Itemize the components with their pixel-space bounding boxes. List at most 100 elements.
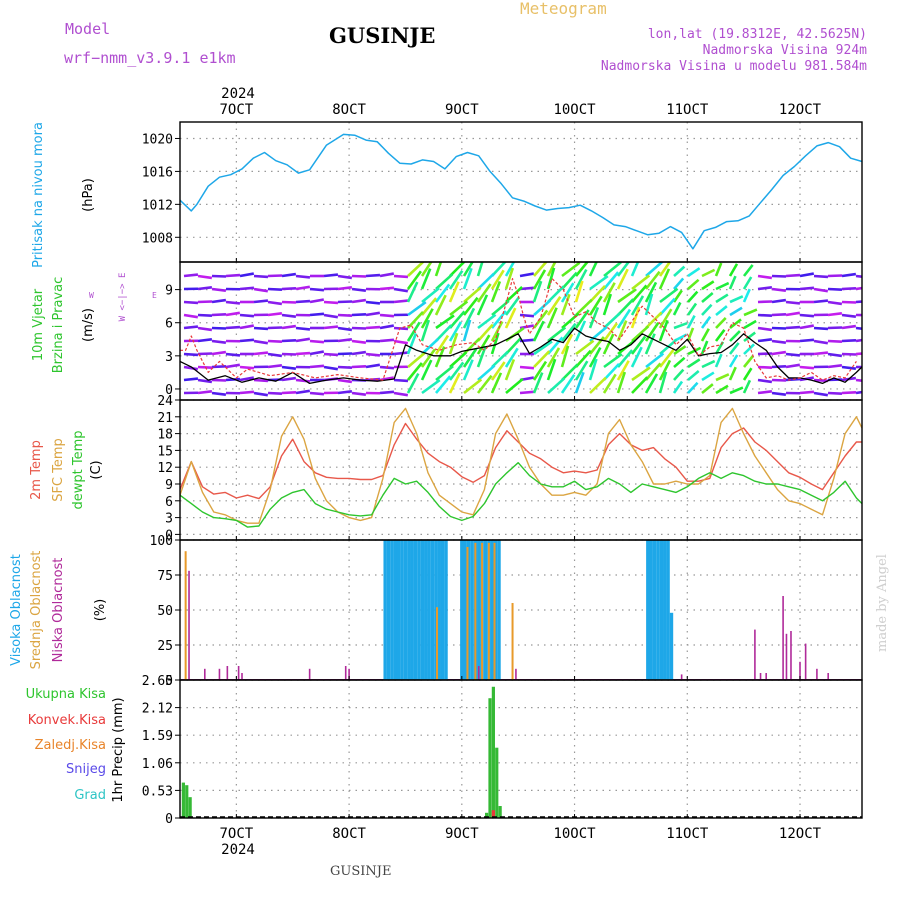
- wind-arrow: [757, 313, 773, 318]
- wind-arrow: [295, 389, 311, 395]
- wind-gust-line: [180, 278, 857, 381]
- wind-arrow: [504, 358, 516, 381]
- wind-arrow: [841, 313, 857, 318]
- wind-arrow: [841, 365, 857, 370]
- wind-arrow: [630, 262, 640, 277]
- wind-arrow: [504, 262, 516, 277]
- wind-arrow: [631, 366, 651, 382]
- wind-arrow: [421, 297, 438, 316]
- wind-arrow: [420, 308, 434, 329]
- wind-arrow: [532, 372, 544, 394]
- wind-arrow: [631, 376, 649, 394]
- wind-arrow: [365, 363, 381, 369]
- high-cloud-bar: [659, 540, 664, 680]
- wind-arrow: [435, 273, 454, 290]
- wind-arrow: [477, 272, 495, 290]
- wind-arrow: [295, 299, 311, 304]
- wind-arrow: [309, 391, 325, 396]
- wind-arrow: [435, 365, 454, 382]
- wind-arrow: [855, 326, 862, 330]
- wind-arrow: [588, 295, 603, 316]
- temp-unit: (C): [89, 460, 104, 479]
- high-cloud-bar: [437, 540, 441, 680]
- wind-arrow: [421, 379, 441, 395]
- wind-arrow: [546, 358, 557, 381]
- wind-arrow: [449, 262, 466, 277]
- wind-arrow: [239, 365, 255, 370]
- wind-arrow: [505, 286, 523, 303]
- wind-arrow: [337, 274, 353, 280]
- wind-arrow: [855, 338, 862, 343]
- pressure-panel-labels: Pritisak na nivou mora (hPa): [31, 122, 96, 268]
- wind-ytick-label: 3: [165, 350, 173, 365]
- wind-arrow: [197, 378, 213, 384]
- precipitation-panel: 0 0.53 1.06 1.59 2.12 2.65: [142, 674, 862, 827]
- wind-arrow: [239, 272, 255, 278]
- wind-arrow: [714, 262, 723, 277]
- wind-arrow: [659, 297, 676, 316]
- wind-arrow: [225, 311, 241, 317]
- high-cloud-bar: [463, 540, 467, 680]
- temperature-ytick-label: 6: [165, 495, 173, 510]
- wind-arrow: [785, 325, 801, 330]
- wind-arrow: [687, 290, 699, 303]
- precip-panel-labels: Ukupna Kisa Konvek.Kisa Zaledj.Kisa Snij…: [26, 687, 126, 803]
- wind-arrow: [351, 339, 367, 344]
- wind-arrow: [365, 352, 381, 357]
- low-cloud-bar: [804, 643, 807, 680]
- wind-arrow-field: [183, 262, 862, 397]
- dew-series-line: [179, 462, 863, 528]
- low-cloud-bar: [680, 674, 683, 680]
- wind-arrow: [519, 390, 535, 395]
- wind-arrow: [575, 298, 593, 316]
- wind-arrow: [393, 378, 409, 383]
- wind-arrow: [672, 301, 682, 316]
- wind-ytick-label: 6: [165, 317, 173, 332]
- wind-arrow: [281, 390, 297, 395]
- wind-arrow: [603, 312, 621, 329]
- high-cloud-bar: [483, 540, 488, 680]
- wind-arrow: [211, 391, 227, 396]
- wind-arrow: [560, 333, 574, 355]
- wind-arrow: [701, 303, 713, 316]
- wind-arrow: [449, 300, 469, 317]
- pressure-ytick-label: 1020: [142, 132, 173, 147]
- wind-arrow: [728, 275, 737, 290]
- low-cloud-bar: [348, 668, 350, 680]
- wind-arrow: [267, 364, 283, 369]
- wind-arrow: [379, 272, 395, 278]
- wind-arrow: [617, 298, 635, 316]
- precipitation-ytick-label: 0: [165, 812, 173, 827]
- wind-arrow: [225, 300, 241, 305]
- wind-arrow: [407, 351, 426, 368]
- wind-arrow: [434, 283, 451, 303]
- wind-arrow: [337, 378, 353, 384]
- mid-cloud-bar: [487, 542, 490, 680]
- legend-graupel: Grad: [74, 788, 106, 803]
- precipitation-ytick-label: 0.53: [142, 784, 173, 799]
- bottom-day-label: 7OCT: [220, 826, 254, 842]
- wind-arrow: [742, 355, 754, 368]
- wind-arrow: [183, 365, 199, 371]
- wind-arrow: [686, 327, 695, 342]
- wind-arrow: [337, 326, 353, 332]
- wind-arrow: [211, 312, 227, 317]
- wind-arrow: [281, 338, 297, 343]
- high-cloud-label: Visoka Oblacnost: [9, 554, 24, 666]
- wind-arrow: [855, 378, 862, 382]
- wind-arrow: [630, 346, 643, 368]
- wind-arrow: [533, 340, 553, 356]
- wind-arrow: [323, 313, 339, 319]
- compass-east: E: [152, 291, 157, 300]
- wind-arrow: [616, 262, 631, 277]
- wind-arrow: [855, 274, 862, 278]
- cloud-panel: 0 25 50 75 100: [150, 534, 862, 689]
- high-cloud-bar: [649, 540, 653, 680]
- wind-arrow: [644, 293, 654, 316]
- lonlat-label: lon,lat (19.8312E, 42.5625N): [648, 27, 867, 42]
- high-cloud-bar: [656, 540, 660, 680]
- wind-arrow: [281, 365, 297, 370]
- legend-frozen: Zaledj.Kisa: [35, 738, 106, 753]
- wind-arrow: [477, 364, 496, 381]
